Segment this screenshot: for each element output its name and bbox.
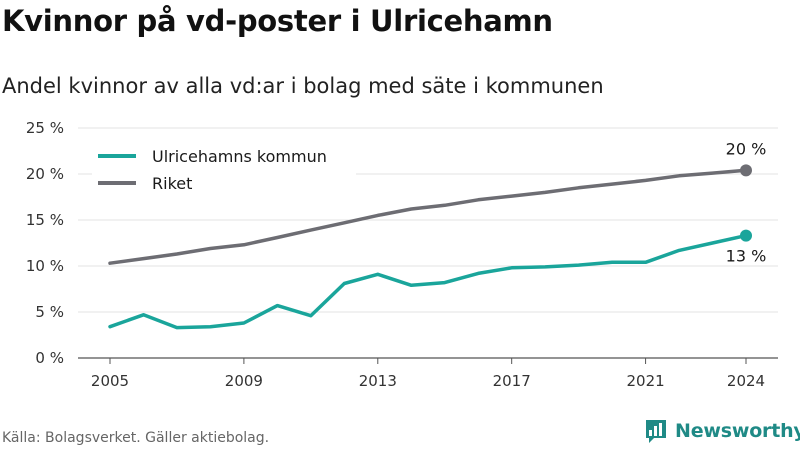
y-tick-label: 5 % [35, 303, 64, 321]
series-line-ulricehamn [108, 233, 748, 330]
series-end-point-riket [740, 164, 752, 177]
source-note: Källa: Bolagsverket. Gäller aktiebolag. [2, 430, 270, 446]
series-line-riket [108, 168, 748, 265]
y-tick-label: 15 % [26, 211, 64, 229]
x-tick-label: 2005 [91, 372, 129, 390]
x-tick-label: 2021 [626, 372, 664, 390]
brand-name: Newsworthy [675, 420, 800, 442]
legend-label: Riket [152, 174, 192, 193]
y-tick-label: 25 % [26, 119, 64, 137]
chart-subtitle: Andel kvinnor av alla vd:ar i bolag med … [2, 74, 604, 98]
x-tick-label: 2009 [225, 372, 263, 390]
brand-logo[interactable]: Newsworthy [644, 418, 800, 444]
x-tick-label: 2017 [493, 372, 531, 390]
series-end-label-riket: 20 % [726, 139, 767, 158]
x-tick-label: 2013 [359, 372, 397, 390]
x-tick-label: 2024 [727, 372, 765, 390]
series-end-label-ulricehamn: 13 % [726, 247, 767, 266]
legend-label: Ulricehamns kommun [152, 147, 327, 166]
y-tick-label: 10 % [26, 257, 64, 275]
series-end-point-ulricehamn [740, 229, 752, 242]
y-tick-label: 0 % [35, 349, 64, 367]
legend-background [92, 140, 356, 200]
chart-title: Kvinnor på vd-poster i Ulricehamn [2, 4, 553, 38]
bar-chart-logo-icon [646, 420, 666, 443]
y-tick-label: 20 % [26, 165, 64, 183]
